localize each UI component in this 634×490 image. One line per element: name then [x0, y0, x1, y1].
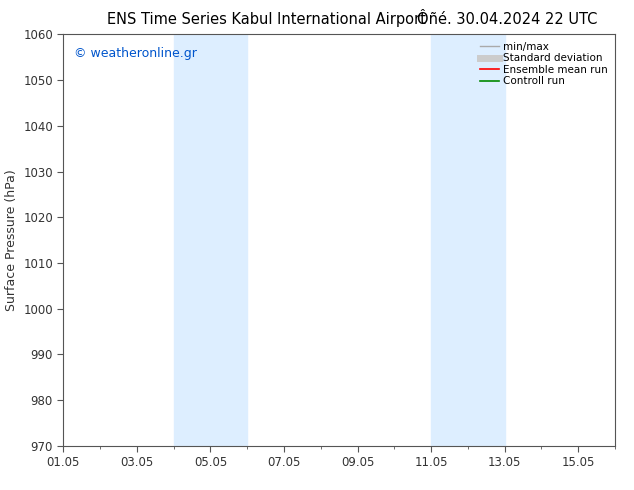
Text: ENS Time Series Kabul International Airport: ENS Time Series Kabul International Airp… [107, 12, 425, 27]
Bar [174, 34, 247, 446]
Bar [431, 34, 505, 446]
Text: Ôñé. 30.04.2024 22 UTC: Ôñé. 30.04.2024 22 UTC [417, 12, 597, 27]
Text: © weatheronline.gr: © weatheronline.gr [74, 47, 197, 60]
Legend: min/max, Standard deviation, Ensemble mean run, Controll run: min/max, Standard deviation, Ensemble me… [478, 40, 610, 88]
Y-axis label: Surface Pressure (hPa): Surface Pressure (hPa) [4, 169, 18, 311]
